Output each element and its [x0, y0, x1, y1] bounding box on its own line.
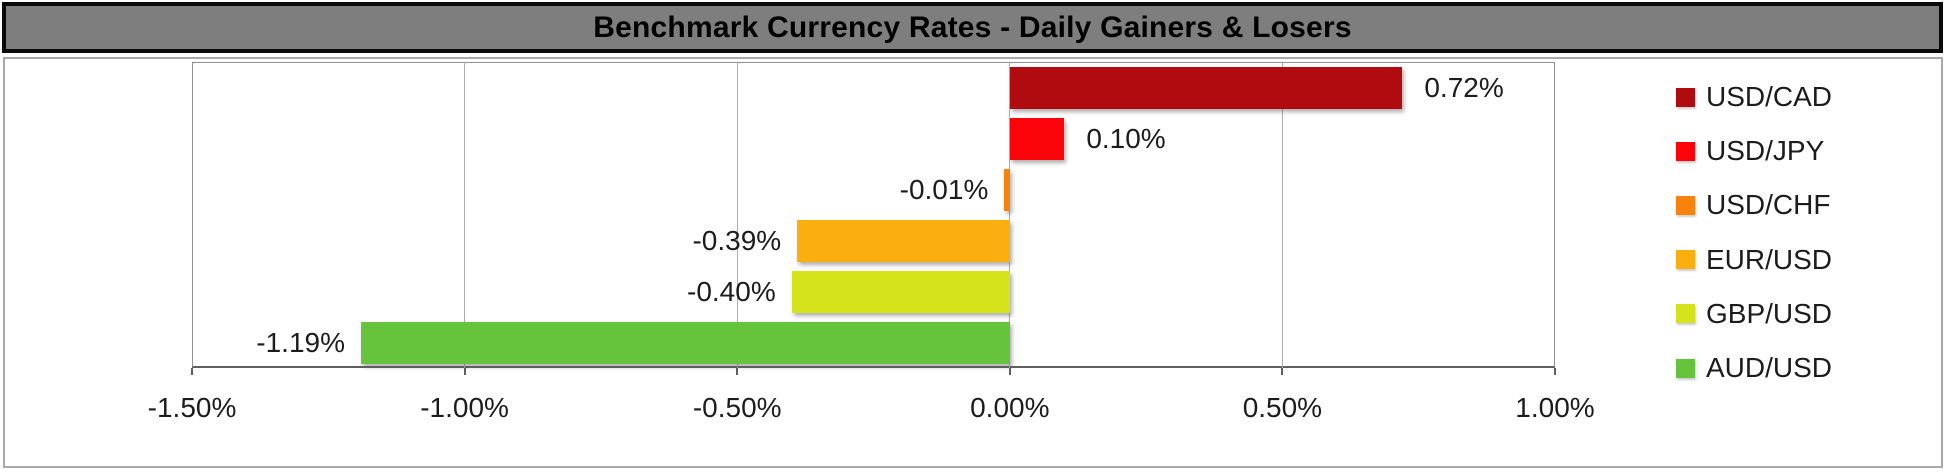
plot-area	[192, 62, 1555, 368]
legend-swatch-usd-jpy	[1676, 141, 1695, 161]
axis-tick--1-00-	[463, 368, 466, 375]
x-tick-label-0-00-: 0.00%	[970, 392, 1050, 423]
gridline-0-50-	[1281, 62, 1283, 368]
x-tick-label--1-00-: -1.00%	[420, 392, 509, 423]
legend-label-usd-jpy: USD/JPY	[1706, 135, 1825, 167]
axis-tick--0-50-	[736, 368, 739, 375]
data-label-usd-jpy: 0.10%	[1086, 122, 1166, 154]
gridline--0-50-	[736, 62, 738, 368]
bar-aud-usd	[361, 321, 1010, 364]
legend-item-usd-jpy: USD/JPY	[1676, 135, 1825, 167]
bar-eur-usd	[797, 219, 1010, 262]
x-tick-label-1-00-: 1.00%	[1515, 392, 1595, 423]
data-label-usd-cad: 0.72%	[1424, 71, 1504, 103]
x-tick-label--0-50-: -0.50%	[692, 392, 782, 423]
legend-label-eur-usd: EUR/USD	[1706, 243, 1833, 275]
legend-swatch-usd-cad	[1676, 87, 1695, 107]
legend-label-usd-chf: USD/CHF	[1706, 189, 1831, 221]
legend-item-eur-usd: EUR/USD	[1676, 243, 1833, 275]
legend-item-usd-chf: USD/CHF	[1676, 189, 1831, 221]
legend-label-usd-cad: USD/CAD	[1706, 81, 1833, 112]
legend-label-gbp-usd: GBP/USD	[1706, 297, 1833, 329]
legend-swatch-aud-usd	[1676, 358, 1695, 378]
legend-swatch-gbp-usd	[1676, 304, 1695, 324]
chart-title: Benchmark Currency Rates - Daily Gainers…	[593, 10, 1352, 44]
bar-gbp-usd	[791, 270, 1010, 313]
data-label-aud-usd: -1.19%	[256, 326, 345, 358]
gridline--1-00-	[464, 62, 466, 368]
data-label-usd-chf: -0.01%	[899, 173, 989, 205]
axis-tick-1-00-	[1554, 368, 1556, 375]
x-tick-label--1-50-: -1.50%	[147, 392, 237, 423]
legend-item-usd-cad: USD/CAD	[1676, 81, 1833, 112]
legend-swatch-usd-chf	[1676, 195, 1695, 215]
gridline-0-00-	[1009, 62, 1011, 368]
axis-tick-0-50-	[1281, 368, 1284, 375]
legend-swatch-eur-usd	[1676, 250, 1695, 270]
legend-item-aud-usd: AUD/USD	[1676, 352, 1833, 383]
data-label-eur-usd: -0.39%	[692, 224, 782, 256]
data-label-gbp-usd: -0.40%	[687, 275, 776, 307]
chart-title-bar: Benchmark Currency Rates - Daily Gainers…	[2, 2, 1943, 53]
axis-tick-0-00-	[1008, 368, 1011, 375]
bar-usd-cad	[1009, 66, 1403, 109]
legend-item-gbp-usd: GBP/USD	[1676, 297, 1833, 329]
bar-usd-jpy	[1009, 117, 1065, 160]
bar-usd-chf	[1004, 168, 1010, 211]
x-tick-label-0-50-: 0.50%	[1242, 392, 1323, 423]
axis-tick--1-50-	[191, 368, 193, 375]
legend-label-aud-usd: AUD/USD	[1706, 352, 1833, 383]
